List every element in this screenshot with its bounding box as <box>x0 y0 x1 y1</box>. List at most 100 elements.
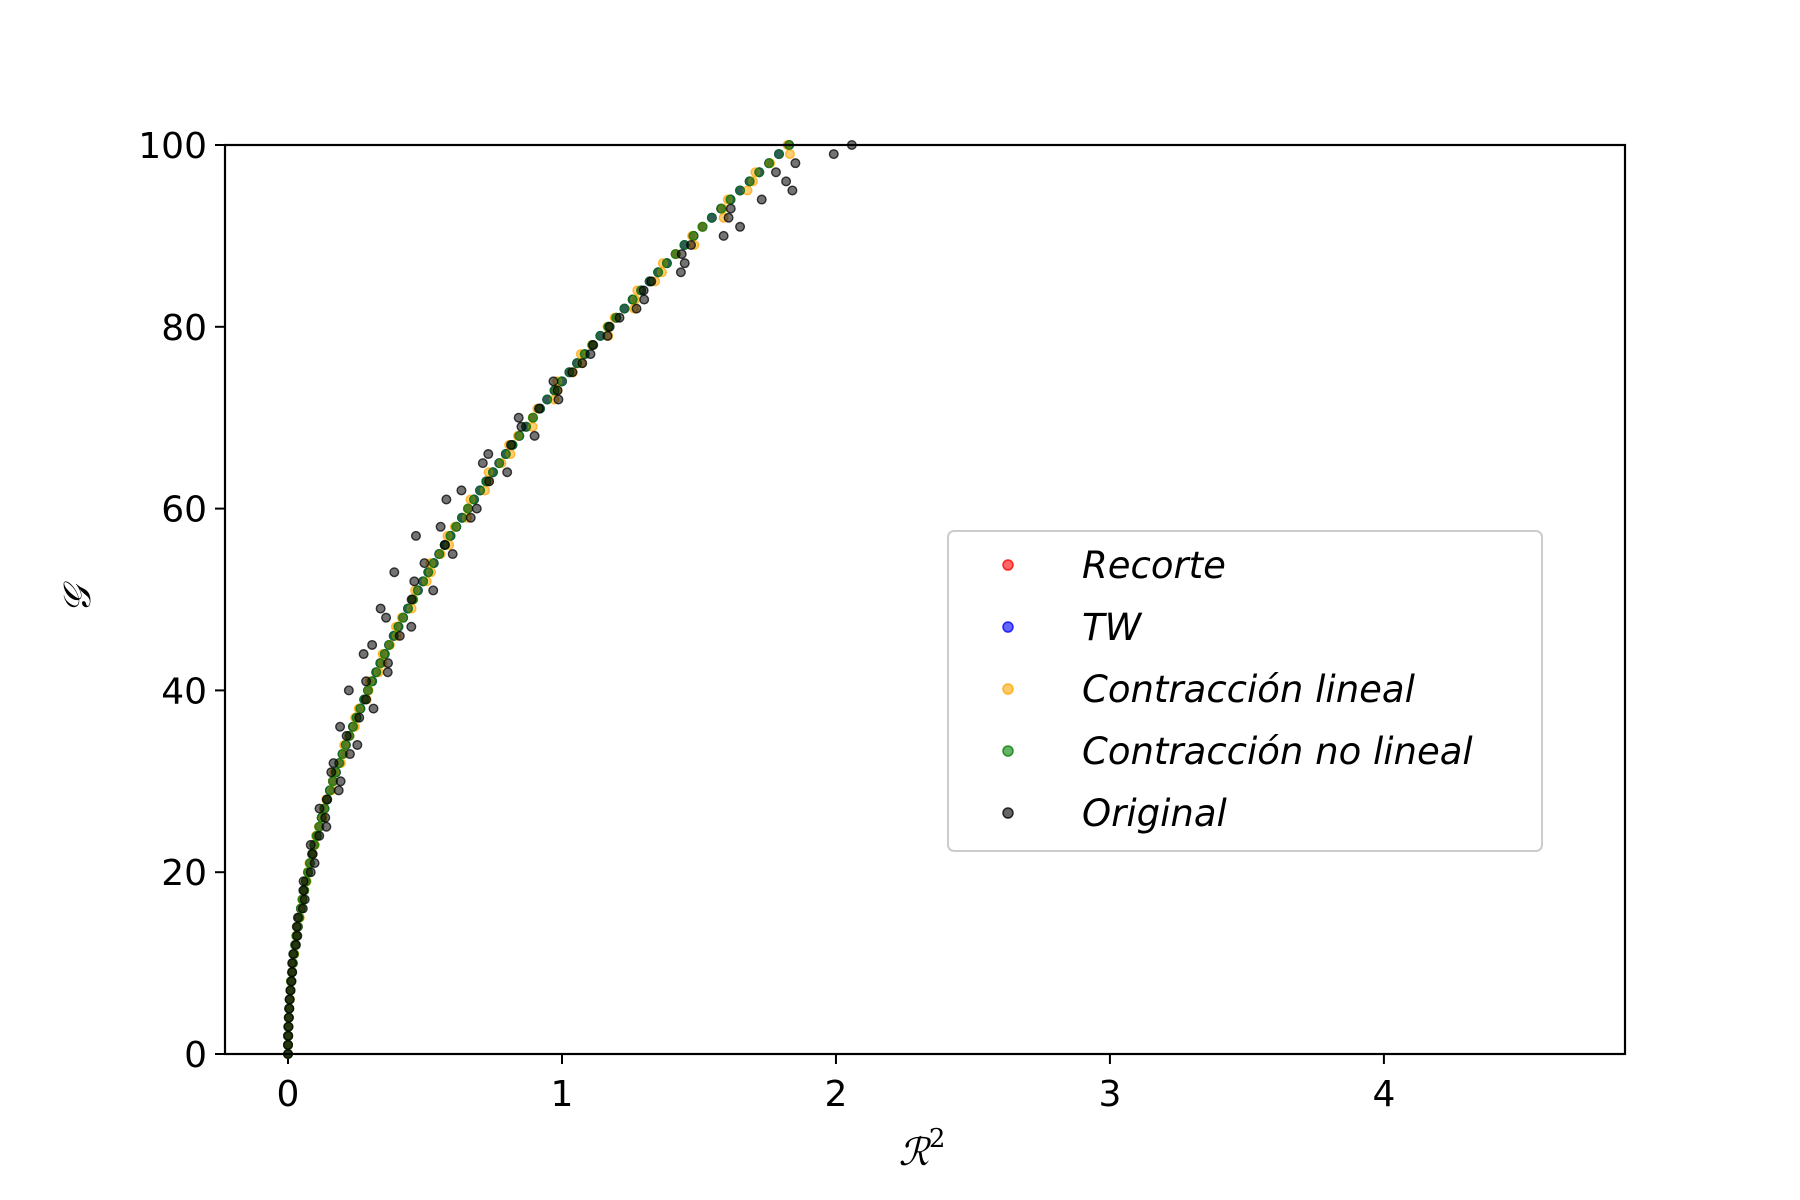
data-point <box>287 967 298 978</box>
data-point <box>718 230 729 241</box>
data-point <box>577 358 588 369</box>
data-point <box>314 803 325 814</box>
data-point <box>343 685 354 696</box>
data-point <box>706 212 717 223</box>
data-point <box>284 994 295 1005</box>
y-axis-ticks: 0 20 40 60 80 100 <box>138 126 225 1076</box>
data-point <box>375 603 386 614</box>
data-point <box>344 749 355 760</box>
x-axis-label-superscript: 2 <box>929 1124 946 1154</box>
plot-points <box>283 139 857 1059</box>
data-point <box>533 403 544 414</box>
data-point <box>723 212 734 223</box>
data-point <box>287 958 298 969</box>
legend-label: Recorte <box>1082 544 1226 587</box>
data-point <box>428 558 439 569</box>
x-tick-label: 3 <box>1098 1074 1121 1115</box>
data-point <box>363 685 374 696</box>
data-point <box>305 839 316 850</box>
y-tick-label: 20 <box>161 853 207 894</box>
y-axis-label: 𝒢 <box>55 581 99 614</box>
data-point <box>297 903 308 914</box>
data-point <box>614 312 625 323</box>
series-original <box>283 139 857 1059</box>
data-point <box>321 821 332 832</box>
data-point <box>764 158 775 169</box>
data-point <box>406 594 417 605</box>
data-point <box>653 267 664 278</box>
data-point <box>828 149 839 160</box>
data-point <box>309 858 320 869</box>
data-point <box>516 421 527 432</box>
data-point <box>418 576 429 587</box>
data-point <box>483 449 494 460</box>
legend-entries: Recorte TW Contracción lineal Contracción n… <box>1002 544 1473 835</box>
x-axis-label: ℛ2 <box>899 1124 946 1174</box>
data-point <box>368 703 379 714</box>
x-tick-label: 0 <box>277 1074 300 1115</box>
series-contracci-n-no-lineal <box>283 139 795 1059</box>
data-point <box>298 885 309 896</box>
data-point <box>441 494 452 505</box>
data-point <box>697 221 708 232</box>
data-point <box>307 849 318 860</box>
x-tick-label: 1 <box>551 1074 574 1115</box>
y-tick-label: 100 <box>138 126 207 167</box>
data-point <box>456 512 467 523</box>
data-point <box>355 703 366 714</box>
legend-marker <box>1002 559 1014 571</box>
data-point <box>371 667 382 678</box>
data-point <box>288 949 299 960</box>
data-point <box>787 185 798 196</box>
data-point <box>305 867 316 878</box>
data-point <box>487 467 498 478</box>
data-point <box>358 649 369 660</box>
legend-label: Contracción no lineal <box>1082 730 1473 773</box>
data-point <box>347 721 358 732</box>
data-point <box>465 512 476 523</box>
data-point <box>384 639 395 650</box>
data-point <box>341 730 352 741</box>
data-point <box>298 876 309 887</box>
series-recorte <box>283 139 795 1059</box>
data-point <box>773 149 784 160</box>
data-point <box>548 376 559 387</box>
data-point <box>514 430 525 441</box>
x-tick-label: 4 <box>1372 1074 1395 1115</box>
data-point <box>291 921 302 932</box>
data-point <box>412 585 423 596</box>
chart-legend: Recorte TW Contracción lineal Contracción n… <box>947 530 1543 852</box>
data-point <box>756 194 767 205</box>
data-point <box>447 549 458 560</box>
data-point <box>456 485 467 496</box>
series-tw <box>283 139 795 1059</box>
data-point <box>725 203 736 214</box>
legend-label: TW <box>1082 606 1143 649</box>
data-point <box>283 1039 294 1050</box>
series-contracci-n-lineal <box>283 139 795 1059</box>
data-point <box>475 485 486 496</box>
data-point <box>451 521 462 532</box>
data-point <box>340 739 351 750</box>
data-point <box>556 376 567 387</box>
data-point <box>471 503 482 514</box>
data-point <box>423 567 434 578</box>
data-point <box>292 912 303 923</box>
data-point <box>679 258 690 269</box>
data-point <box>284 1003 295 1014</box>
data-point <box>527 412 538 423</box>
data-point <box>477 458 488 469</box>
data-point <box>299 894 310 905</box>
plot-frame <box>223 143 1627 1056</box>
data-point <box>638 285 649 296</box>
data-point <box>675 267 686 278</box>
data-point <box>567 367 578 378</box>
legend-marker <box>1002 621 1014 633</box>
data-point <box>542 394 553 405</box>
legend-marker <box>1002 683 1014 695</box>
data-point <box>631 303 642 314</box>
data-point <box>354 712 365 723</box>
data-point <box>781 176 792 187</box>
data-point <box>469 494 480 505</box>
data-point <box>394 630 405 641</box>
